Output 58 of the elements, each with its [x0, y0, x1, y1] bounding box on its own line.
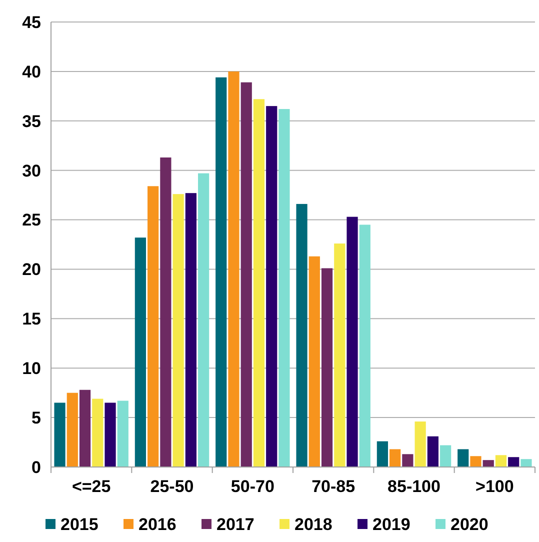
y-tick-label: 30 — [22, 161, 41, 180]
legend-label: 2020 — [450, 514, 488, 534]
bar — [79, 390, 91, 467]
bar — [376, 441, 388, 467]
y-tick-label: 5 — [32, 408, 41, 428]
bar — [520, 459, 532, 467]
y-tick-label: 10 — [22, 359, 41, 378]
x-tick-label: 85-100 — [388, 477, 440, 496]
bar — [458, 449, 469, 467]
bar — [253, 99, 265, 467]
x-tick-label: 25-50 — [150, 477, 194, 496]
bar — [321, 268, 333, 467]
bar — [160, 157, 172, 467]
bar — [240, 82, 252, 467]
bar — [390, 449, 401, 467]
y-tick-label: 45 — [22, 12, 41, 32]
bar — [228, 71, 240, 467]
bar — [470, 456, 482, 467]
bar — [104, 402, 116, 467]
y-tick-label: 20 — [22, 260, 41, 280]
bar — [308, 256, 320, 467]
legend-label: 2015 — [60, 514, 98, 534]
x-tick-label: <=25 — [72, 477, 111, 496]
bar — [54, 402, 66, 467]
x-tick-label: >100 — [476, 477, 514, 496]
y-tick-label: 25 — [22, 210, 41, 230]
x-tick-label: 50-70 — [230, 477, 274, 496]
bar — [185, 193, 196, 467]
y-tick-label: 15 — [22, 310, 41, 329]
legend-label: 2017 — [216, 514, 254, 534]
bar — [66, 392, 78, 467]
bar — [92, 398, 104, 467]
bar — [134, 238, 146, 467]
bar — [427, 436, 438, 467]
bar — [296, 204, 308, 467]
bar — [266, 106, 278, 467]
bar — [508, 457, 520, 467]
bar — [216, 77, 227, 467]
x-tick-label: 70-85 — [312, 477, 356, 496]
bar — [495, 455, 507, 467]
legend-label: 2018 — [294, 514, 332, 534]
y-tick-label: 40 — [22, 62, 41, 82]
bar — [117, 400, 128, 467]
bar — [346, 216, 358, 467]
bar — [278, 109, 290, 467]
bar — [359, 224, 370, 467]
bar — [148, 186, 159, 467]
bar — [414, 422, 426, 467]
legend-label: 2016 — [138, 514, 176, 534]
bar — [482, 460, 494, 467]
bar — [334, 244, 346, 467]
legend-label: 2019 — [372, 514, 410, 534]
bar — [172, 194, 184, 467]
y-tick-label: 0 — [32, 458, 41, 477]
bar — [402, 454, 414, 467]
bar — [198, 173, 210, 467]
y-tick-label: 35 — [22, 112, 41, 131]
bar — [440, 445, 452, 467]
